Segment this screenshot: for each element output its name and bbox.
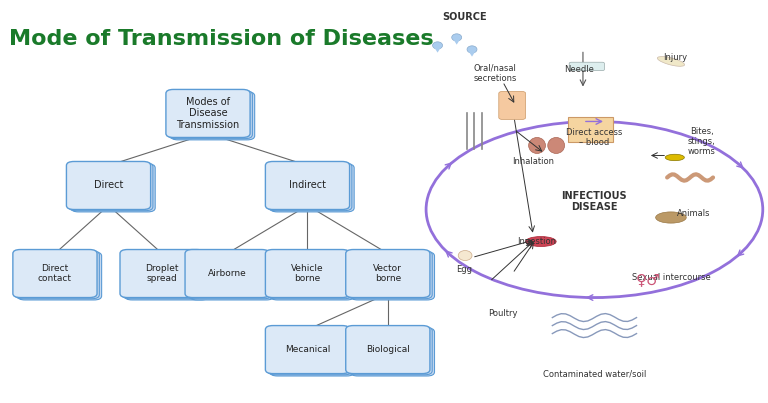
Text: Sexual intercourse: Sexual intercourse [631,273,710,282]
Text: Biological: Biological [366,345,410,354]
FancyBboxPatch shape [124,252,209,300]
FancyBboxPatch shape [187,251,272,299]
Text: Needle: Needle [564,65,594,74]
Text: Modes of
Disease
Transmission: Modes of Disease Transmission [177,97,240,130]
Text: Mode of Transmission of Diseases: Mode of Transmission of Diseases [9,29,434,50]
FancyBboxPatch shape [268,163,352,211]
Text: SOURCE: SOURCE [442,12,487,23]
FancyBboxPatch shape [266,249,349,297]
Text: Poultry: Poultry [488,309,518,318]
FancyBboxPatch shape [18,252,101,300]
FancyBboxPatch shape [168,91,253,139]
Text: Direct
contact: Direct contact [38,264,72,283]
FancyBboxPatch shape [569,62,604,71]
FancyBboxPatch shape [170,92,255,140]
Ellipse shape [657,56,684,66]
Polygon shape [468,50,477,56]
FancyBboxPatch shape [270,328,354,376]
FancyBboxPatch shape [346,249,430,297]
Text: Droplet
spread: Droplet spread [145,264,179,283]
Text: Vector
borne: Vector borne [373,264,402,283]
FancyBboxPatch shape [185,249,270,297]
FancyBboxPatch shape [266,326,349,374]
Polygon shape [433,46,442,53]
FancyBboxPatch shape [68,163,153,211]
FancyBboxPatch shape [350,328,435,376]
Text: Ingestion: Ingestion [518,237,557,246]
Text: Bites,
stings,
worms: Bites, stings, worms [687,127,716,156]
FancyBboxPatch shape [15,251,99,299]
FancyBboxPatch shape [13,249,97,297]
FancyBboxPatch shape [122,251,207,299]
Ellipse shape [467,46,477,53]
FancyBboxPatch shape [268,251,352,299]
Text: INFECTIOUS
DISEASE: INFECTIOUS DISEASE [561,191,627,212]
Text: Inhalation: Inhalation [512,157,554,166]
FancyBboxPatch shape [266,162,349,210]
Text: Vehicle
borne: Vehicle borne [291,264,324,283]
Text: Animals: Animals [677,209,710,218]
FancyBboxPatch shape [346,326,430,374]
Ellipse shape [452,34,462,41]
FancyBboxPatch shape [568,116,613,142]
Ellipse shape [548,137,564,154]
Ellipse shape [656,212,687,223]
Text: Direct: Direct [94,181,123,191]
Text: Direct access
– blood: Direct access – blood [566,128,623,147]
Ellipse shape [528,137,545,154]
FancyBboxPatch shape [348,251,432,299]
Ellipse shape [458,251,472,260]
Ellipse shape [665,154,684,161]
FancyBboxPatch shape [120,249,204,297]
FancyBboxPatch shape [498,91,525,119]
Text: Indirect: Indirect [289,181,326,191]
Text: ♀♂: ♀♂ [636,272,660,287]
FancyBboxPatch shape [270,164,354,212]
Text: Oral/nasal
secretions: Oral/nasal secretions [473,64,517,83]
FancyBboxPatch shape [190,252,274,300]
FancyBboxPatch shape [67,162,151,210]
FancyBboxPatch shape [348,327,432,375]
Text: Airborne: Airborne [208,269,247,278]
Polygon shape [452,37,462,45]
FancyBboxPatch shape [270,252,354,300]
Text: Contaminated water/soil: Contaminated water/soil [543,369,646,378]
FancyBboxPatch shape [268,327,352,375]
Text: Mecanical: Mecanical [285,345,330,354]
Ellipse shape [432,42,442,49]
FancyBboxPatch shape [350,252,435,300]
Text: Egg: Egg [456,265,472,274]
Ellipse shape [525,237,556,247]
FancyBboxPatch shape [166,89,250,137]
FancyBboxPatch shape [71,164,155,212]
Text: Injury: Injury [663,53,687,62]
